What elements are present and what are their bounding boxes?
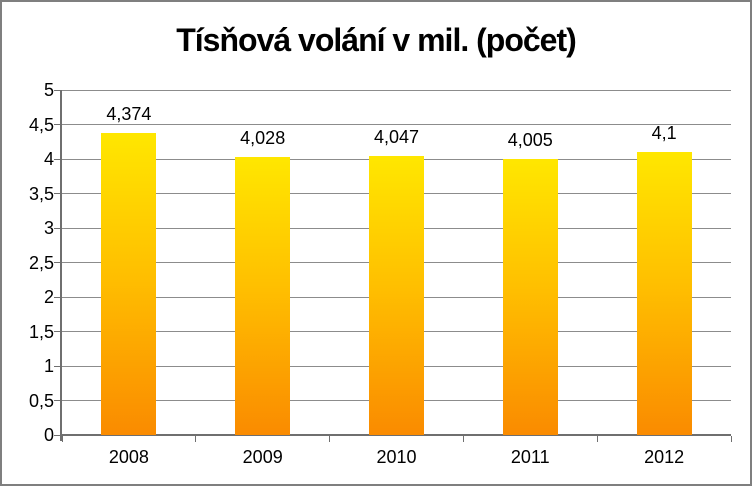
x-axis-tick (195, 436, 197, 442)
y-axis-tick-label: 4 (43, 149, 54, 169)
x-axis-category-label: 2009 (242, 447, 283, 467)
bar-value-label: 4,028 (240, 128, 286, 149)
y-axis-tick (54, 227, 61, 229)
y-axis-tick (54, 331, 61, 332)
x-axis-category-label: 2011 (510, 447, 550, 467)
bar-2011 (502, 158, 558, 435)
x-axis-line (60, 434, 731, 436)
x-axis-tick (730, 436, 732, 442)
y-axis-line (60, 90, 62, 441)
bar-value-label: 4,005 (507, 129, 553, 150)
chart-title: Tísňová volání v mil. (počet) (176, 22, 577, 58)
y-axis-tick-label: 0 (43, 425, 54, 445)
y-axis-tick-label: 0,5 (28, 390, 54, 411)
gridline (62, 124, 731, 125)
bar-2010 (369, 155, 424, 435)
bar-value-label: 4,374 (106, 104, 152, 125)
y-axis-tick (54, 89, 61, 91)
x-axis-category-label: 2010 (376, 447, 417, 467)
y-axis-tick (54, 434, 61, 436)
bar-value-label: 4,1 (651, 123, 677, 144)
bar-2012 (636, 152, 692, 435)
x-axis-category-label: 2012 (644, 447, 685, 467)
y-axis-tick-label: 1,5 (28, 321, 54, 342)
x-axis-category-label: 2008 (108, 447, 149, 467)
y-axis-tick-label: 3,5 (28, 183, 54, 204)
y-axis-tick-label: 5 (43, 80, 54, 100)
y-axis-tick-label: 2 (43, 287, 54, 307)
y-axis-tick (54, 124, 61, 125)
y-axis-tick (54, 296, 61, 298)
y-axis-tick-label: 1 (43, 356, 54, 376)
bar-2008 (101, 133, 157, 435)
y-axis-tick-label: 2,5 (28, 252, 54, 273)
x-axis-tick (596, 436, 598, 442)
y-axis-tick (54, 262, 61, 263)
y-axis-tick (54, 193, 61, 194)
x-axis-tick (462, 436, 464, 442)
x-axis-tick (329, 436, 331, 442)
y-axis-tick (54, 158, 61, 160)
x-axis-tick (61, 436, 63, 442)
gridline (62, 89, 731, 91)
y-axis-tick-label: 4,5 (28, 114, 54, 135)
y-axis-tick (54, 400, 61, 401)
bar-value-label: 4,047 (373, 126, 420, 147)
y-axis-tick-label: 3 (43, 218, 54, 238)
bar-2009 (235, 157, 291, 435)
y-axis-tick (54, 365, 61, 367)
